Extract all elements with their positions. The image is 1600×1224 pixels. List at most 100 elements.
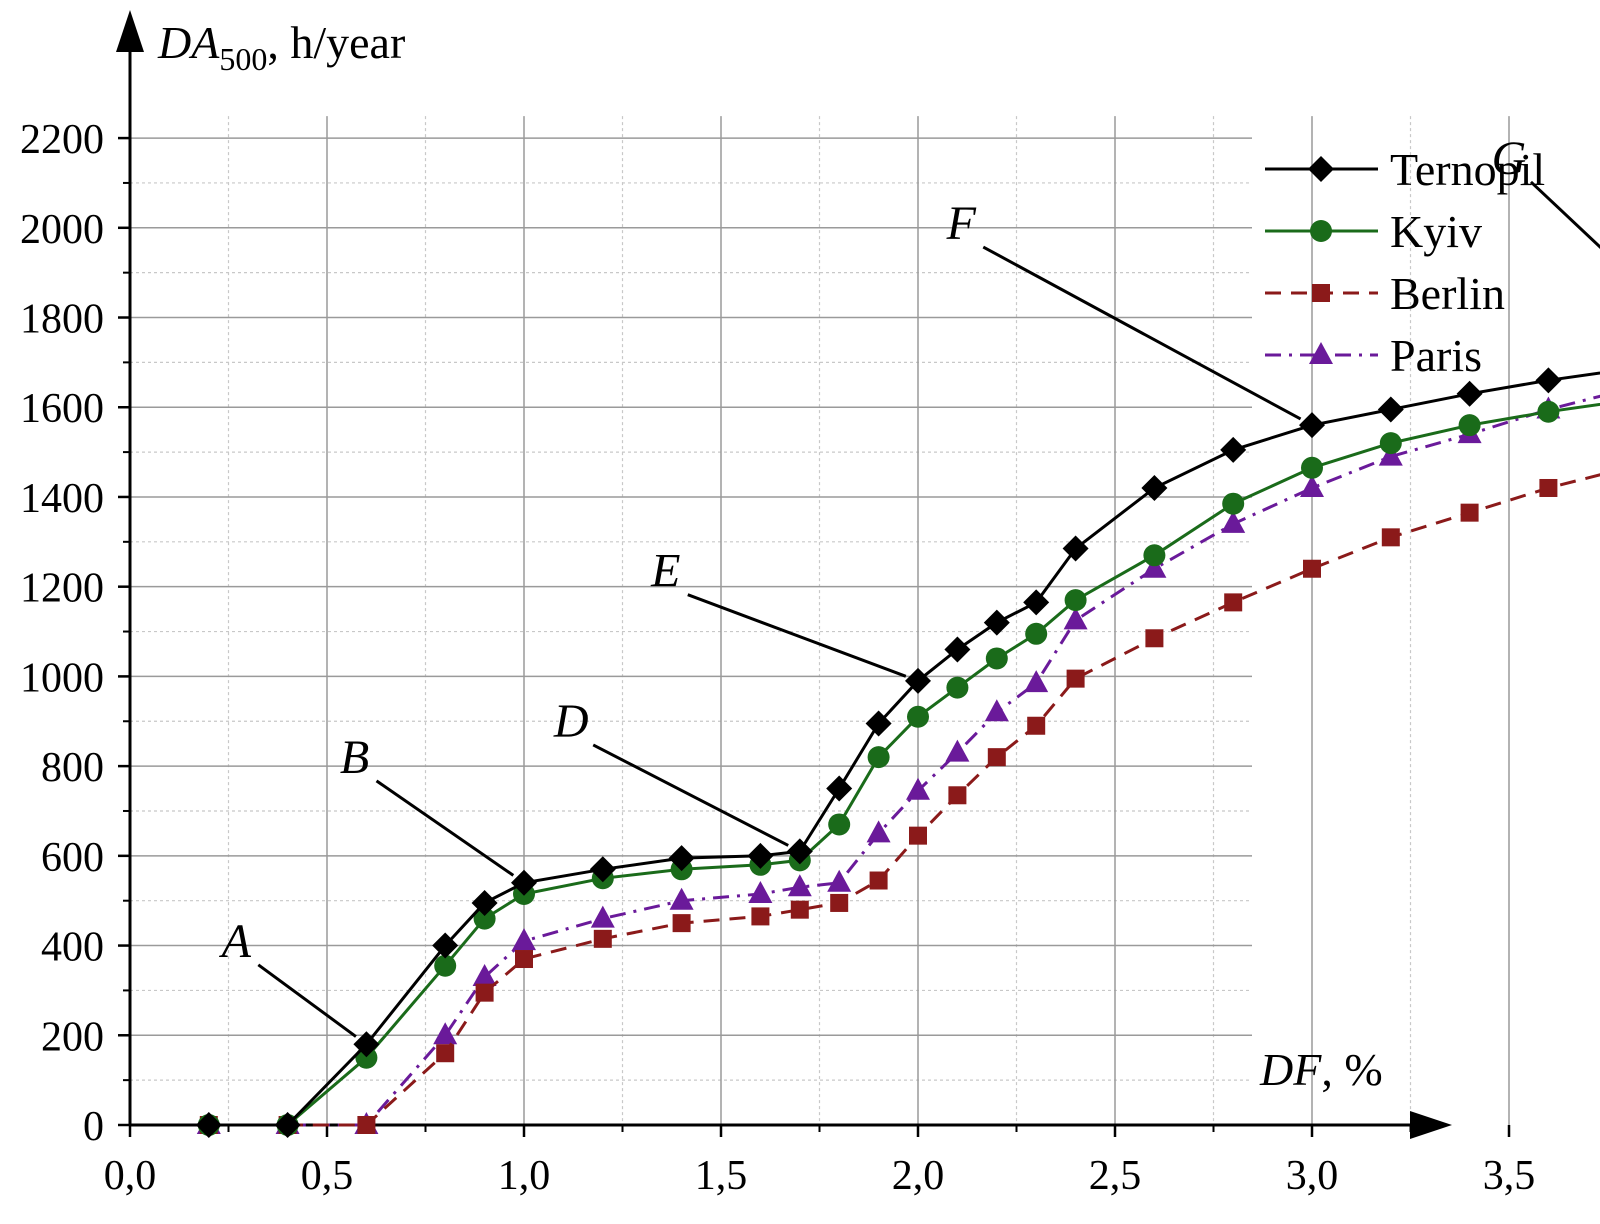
data-point-ternopil [1299, 412, 1325, 439]
grid-major [130, 116, 1510, 1125]
data-point-ternopil [983, 609, 1010, 636]
x-axis-arrow [1410, 1111, 1452, 1139]
annotation-label-d: D [553, 695, 589, 748]
data-point-ternopil [1535, 367, 1562, 394]
data-point-kyiv [907, 705, 929, 728]
x-tick-label: 2,0 [892, 1153, 945, 1199]
data-point-ternopil [826, 775, 853, 802]
data-point-berlin [515, 950, 533, 969]
y-axis-title-sub: 500 [219, 41, 267, 77]
y-tick-label: 2200 [20, 117, 104, 163]
data-point-paris [1300, 474, 1324, 497]
data-point-paris [433, 1022, 458, 1045]
data-point-paris [590, 905, 615, 928]
data-point-berlin [475, 983, 494, 1002]
data-point-ternopil [747, 842, 774, 869]
annotation-b: B [340, 731, 515, 877]
data-point-berlin [948, 786, 967, 805]
data-point-ternopil [1062, 535, 1089, 562]
y-tick-label: 0 [83, 1104, 104, 1150]
y-axis-arrow [116, 10, 144, 52]
annotation-g: G [1492, 132, 1600, 250]
data-point-kyiv [867, 746, 890, 769]
y-tick-label: 2000 [20, 207, 104, 253]
data-point-paris [748, 880, 773, 903]
annotation-leader-e [687, 593, 907, 678]
data-point-berlin [987, 748, 1006, 767]
series-line-kyiv [208, 402, 1600, 1127]
legend-item-kyiv: Kyiv [1265, 206, 1482, 257]
legend-marker-ternopil [1308, 156, 1334, 182]
y-tick-label: 600 [41, 835, 104, 881]
annotation-leader-g [1529, 180, 1600, 250]
annotation-a: A [219, 915, 357, 1038]
annotation-label-b: B [340, 731, 369, 784]
y-tick-label: 1400 [20, 476, 104, 522]
data-point-ternopil [511, 869, 537, 896]
annotation-layer: ABDEFGH [219, 132, 1600, 1038]
data-point-kyiv [828, 813, 851, 836]
series-berlin [199, 473, 1600, 1134]
data-point-kyiv [1222, 492, 1245, 515]
data-point-berlin [357, 1116, 376, 1134]
series-layer [195, 367, 1600, 1138]
legend-item-paris: Paris [1265, 330, 1482, 381]
legend-item-berlin: Berlin [1265, 268, 1505, 319]
axes [116, 10, 1511, 1139]
data-point-ternopil [589, 856, 616, 883]
data-point-ternopil [944, 636, 971, 663]
annotation-f: F [946, 197, 1302, 421]
y-tick-label: 1200 [20, 566, 104, 612]
data-point-paris [1378, 443, 1403, 466]
data-point-berlin [1224, 593, 1243, 612]
data-point-kyiv [1458, 414, 1481, 437]
annotation-label-a: A [219, 915, 252, 968]
legend-item-ternopil: Ternopil [1265, 144, 1545, 195]
data-point-berlin [593, 929, 612, 948]
annotation-leader-f [982, 245, 1302, 421]
data-point-kyiv [434, 954, 457, 977]
series-ternopil [195, 367, 1600, 1138]
annotation-leader-b [375, 779, 515, 877]
tick-labels: 0,00,51,01,52,02,53,03,54,04,55,05,50200… [20, 117, 1536, 1199]
y-tick-label: 800 [41, 745, 104, 791]
grid-minor [130, 116, 1412, 1125]
data-point-ternopil [786, 838, 813, 865]
y-tick-label: 400 [41, 925, 104, 971]
data-point-ternopil [274, 1112, 301, 1138]
data-point-berlin [1539, 478, 1558, 497]
y-tick-label: 1600 [20, 386, 104, 432]
annotation-label-f: F [946, 197, 977, 250]
data-point-ternopil [432, 932, 459, 959]
data-point-paris [1063, 607, 1088, 630]
data-point-berlin [751, 907, 770, 926]
legend-label-paris: Paris [1390, 330, 1482, 381]
data-point-kyiv [473, 907, 496, 930]
data-point-berlin [1381, 528, 1400, 547]
annotation-d: D [553, 695, 789, 847]
data-point-paris [827, 869, 852, 892]
y-axis-title-main: DA [157, 17, 220, 68]
data-point-berlin [672, 914, 691, 933]
data-point-ternopil [1220, 436, 1247, 463]
series-line-paris [208, 394, 1600, 1127]
data-point-kyiv [1064, 589, 1087, 612]
annotation-leader-a [257, 963, 357, 1038]
x-tick-label: 3,5 [1483, 1153, 1536, 1199]
data-point-kyiv [946, 676, 969, 699]
data-point-kyiv [1537, 400, 1560, 423]
data-point-ternopil [1023, 589, 1050, 616]
data-point-berlin [1303, 559, 1321, 578]
data-point-ternopil [1456, 380, 1483, 407]
data-point-kyiv [1025, 622, 1048, 645]
data-point-ternopil [865, 710, 892, 737]
data-point-paris [984, 699, 1009, 722]
data-point-berlin [1460, 503, 1479, 522]
data-point-berlin [790, 900, 809, 919]
y-axis-title: DA500, h/year [157, 17, 405, 77]
data-point-paris [787, 874, 812, 897]
data-point-ternopil [905, 667, 931, 694]
y-axis-title-unit: , h/year [267, 17, 405, 68]
series-line-berlin [208, 473, 1600, 1127]
